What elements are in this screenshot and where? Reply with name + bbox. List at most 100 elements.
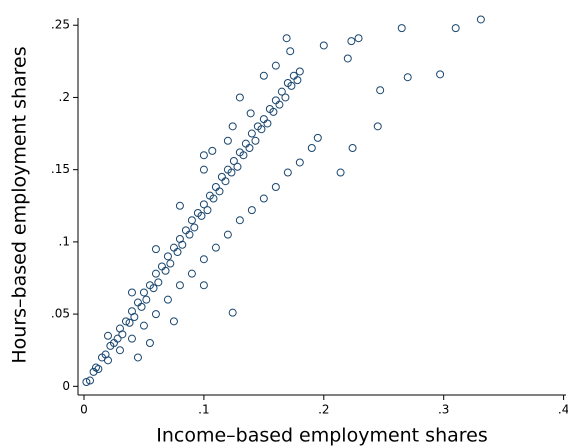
- point: [169, 317, 178, 326]
- point: [209, 194, 218, 203]
- point: [223, 230, 232, 239]
- point: [295, 158, 304, 167]
- point: [185, 230, 194, 239]
- point: [121, 317, 130, 326]
- point: [295, 67, 304, 76]
- point: [239, 151, 248, 160]
- point: [178, 240, 187, 249]
- point: [211, 243, 220, 252]
- x-axis-title: Income–based employment shares: [156, 425, 488, 447]
- point: [103, 331, 112, 340]
- point: [235, 216, 244, 225]
- point: [259, 71, 268, 80]
- point: [133, 298, 142, 307]
- point: [175, 201, 184, 210]
- point: [181, 226, 190, 235]
- point: [151, 269, 160, 278]
- point: [307, 144, 316, 152]
- point: [127, 334, 136, 343]
- point: [166, 259, 175, 268]
- point: [247, 129, 256, 138]
- point: [343, 54, 352, 63]
- point: [263, 119, 272, 128]
- point: [187, 269, 196, 278]
- point: [157, 262, 166, 271]
- point: [286, 47, 295, 56]
- point: [151, 245, 160, 254]
- point: [199, 165, 208, 174]
- point: [354, 34, 363, 43]
- point: [137, 302, 146, 311]
- point: [211, 183, 220, 191]
- point: [199, 255, 208, 264]
- point: [115, 346, 124, 355]
- point: [199, 200, 208, 209]
- point: [127, 288, 136, 297]
- point: [223, 136, 232, 145]
- point: [277, 87, 286, 96]
- point: [289, 71, 298, 80]
- point: [436, 70, 445, 79]
- point: [241, 139, 250, 148]
- point: [208, 146, 217, 155]
- point: [229, 157, 238, 165]
- y-tick-label: .1: [59, 234, 70, 248]
- x-tick-label: .3: [438, 403, 449, 417]
- point: [397, 24, 406, 33]
- point: [319, 41, 328, 50]
- point: [228, 122, 237, 131]
- point: [259, 115, 268, 124]
- point: [199, 151, 208, 160]
- point: [246, 109, 255, 118]
- y-tick-label: .2: [59, 90, 70, 104]
- y-axis-title: Hours–based employment shares: [9, 46, 31, 363]
- point: [235, 93, 244, 102]
- point: [175, 281, 184, 290]
- point: [348, 144, 357, 152]
- point: [113, 334, 122, 343]
- point: [154, 278, 163, 287]
- point: [82, 378, 91, 386]
- point: [403, 73, 412, 82]
- point: [275, 100, 284, 109]
- point: [103, 356, 112, 365]
- point: [271, 61, 280, 70]
- y-tick-label: 0: [62, 379, 70, 393]
- point: [91, 363, 100, 372]
- point: [118, 330, 127, 339]
- point: [94, 365, 103, 373]
- point: [149, 284, 158, 293]
- point: [187, 216, 196, 225]
- point: [133, 353, 142, 362]
- point: [85, 376, 94, 385]
- point: [163, 295, 172, 304]
- point: [247, 206, 256, 215]
- point: [203, 206, 212, 215]
- point: [215, 187, 224, 196]
- point: [245, 144, 254, 152]
- point: [227, 168, 236, 177]
- point: [197, 211, 206, 220]
- point: [373, 122, 382, 131]
- point: [347, 37, 356, 46]
- point: [251, 136, 260, 145]
- x-tick-label: .4: [558, 403, 568, 417]
- point: [259, 194, 268, 203]
- point: [145, 339, 154, 347]
- point: [173, 248, 182, 256]
- point: [283, 168, 292, 177]
- x-tick-label: .2: [318, 403, 329, 417]
- point: [163, 252, 172, 261]
- point: [199, 281, 208, 290]
- point: [217, 172, 226, 181]
- y-tick-label: .05: [51, 307, 70, 321]
- point: [169, 243, 178, 252]
- point: [313, 133, 322, 142]
- y-tick-label: .15: [51, 162, 70, 176]
- point: [336, 168, 345, 177]
- point: [282, 34, 291, 43]
- point: [139, 288, 148, 297]
- point: [221, 177, 230, 186]
